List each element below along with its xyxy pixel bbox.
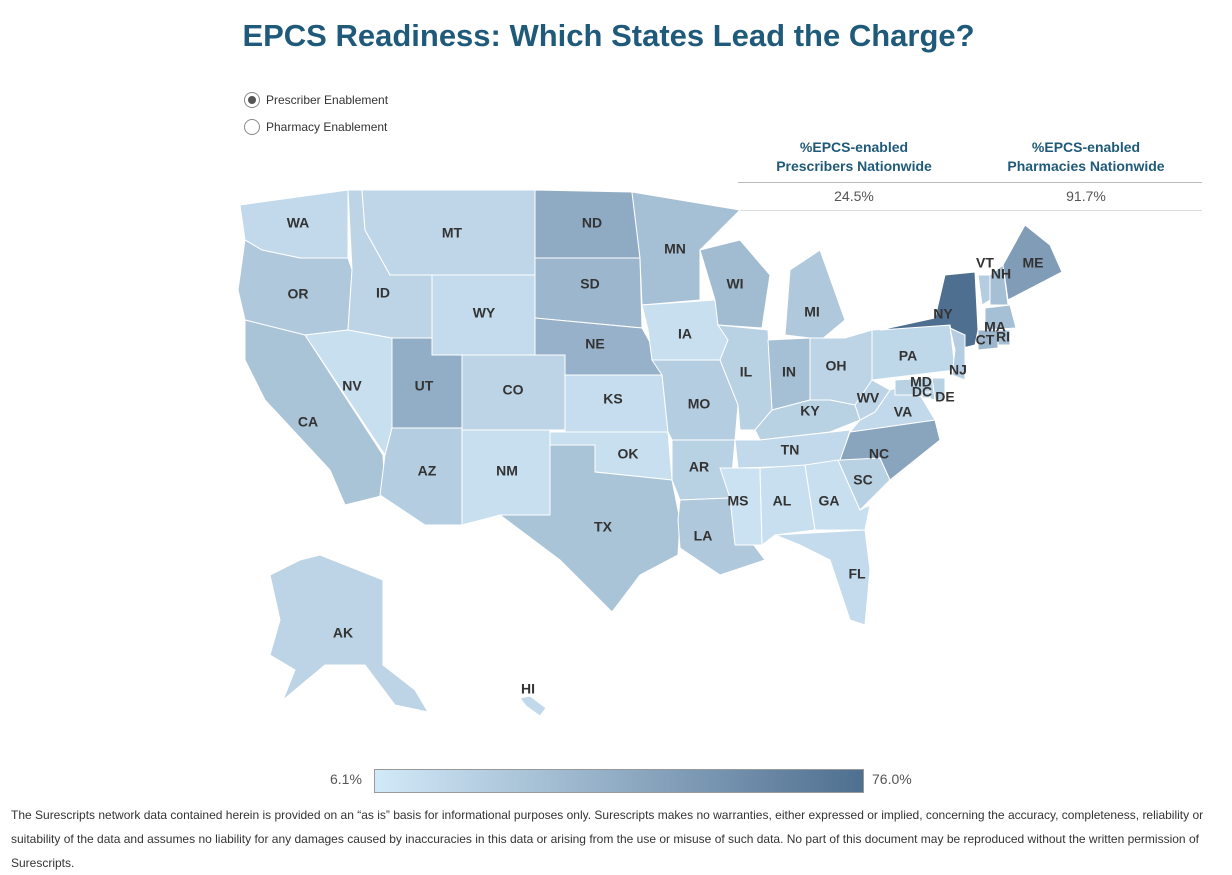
state-label: WA <box>287 215 310 231</box>
state-label: MO <box>688 396 711 412</box>
state-label: NE <box>585 336 604 352</box>
state-label: ID <box>376 285 390 301</box>
radio-option[interactable]: Prescriber Enablement <box>244 92 388 108</box>
state-label: LA <box>694 528 713 544</box>
state-label: VA <box>894 404 912 420</box>
state-label: WI <box>726 276 743 292</box>
state <box>949 327 966 381</box>
state-label: DE <box>935 389 954 405</box>
state-label: CA <box>298 414 318 430</box>
state <box>519 695 547 717</box>
state-label: HI <box>521 681 535 697</box>
state-label: KY <box>800 403 820 419</box>
state-label: NC <box>869 446 889 462</box>
state-label: WV <box>857 390 880 406</box>
state <box>854 379 891 421</box>
state <box>997 329 1011 346</box>
state-label: MS <box>728 493 749 509</box>
state <box>1002 224 1063 301</box>
state-label: CT <box>976 332 995 348</box>
state-label: NJ <box>949 362 967 378</box>
state-label: ND <box>582 215 602 231</box>
state <box>498 444 681 613</box>
state-label: NH <box>991 266 1011 282</box>
state <box>719 467 763 546</box>
summary-value: 24.5% <box>834 188 874 204</box>
radio-option[interactable]: Pharmacy Enablement <box>244 119 387 135</box>
summary-header: %EPCS-enabled Pharmacies Nationwide <box>1007 139 1165 174</box>
state-label: TN <box>781 442 800 458</box>
state-label: UT <box>415 378 434 394</box>
title: EPCS Readiness: Which States Lead the Ch… <box>242 18 975 53</box>
state <box>977 274 991 306</box>
map: WA OR CA NV ID MT WY UT AZ CO NM ND SD NE KS OK TX MN IA MO… <box>237 189 1063 717</box>
state-label: RI <box>996 329 1010 345</box>
state-label: VT <box>976 255 994 271</box>
state-label: MI <box>804 304 820 320</box>
state-label: ME <box>1023 255 1044 271</box>
state-label: MA <box>984 319 1006 335</box>
state <box>984 304 1017 331</box>
legend-max-label: 76.0% <box>872 771 912 787</box>
disclaimer: The Surescripts network data contained h… <box>11 808 1204 870</box>
state-label: PA <box>899 348 917 364</box>
state-label: TX <box>594 519 613 535</box>
state-label: SD <box>580 276 599 292</box>
summary-header-row: %EPCS-enabled Prescribers Nationwide %EP… <box>738 132 1202 183</box>
state-label: AR <box>689 459 709 475</box>
summary-header: %EPCS-enabled Prescribers Nationwide <box>776 139 932 174</box>
radio-label[interactable]: Prescriber Enablement <box>266 93 389 107</box>
state-label: GA <box>819 493 840 509</box>
radio-label[interactable]: Pharmacy Enablement <box>266 120 388 134</box>
state-label: AZ <box>418 463 437 479</box>
state-label: DC <box>912 384 932 400</box>
legend-bar <box>374 769 864 793</box>
state-label: MT <box>442 225 463 241</box>
state-label: IA <box>678 326 692 342</box>
state-label: NM <box>496 463 518 479</box>
radio-button[interactable] <box>244 119 260 135</box>
state-label: OK <box>618 446 639 462</box>
legend-min-label: 6.1% <box>330 771 362 787</box>
state-label: NY <box>933 306 953 322</box>
state <box>774 529 871 626</box>
summary-table: %EPCS-enabled Prescribers Nationwide %EP… <box>738 132 1202 211</box>
state <box>759 464 816 546</box>
summary-value: 91.7% <box>1066 188 1106 204</box>
state-label: IL <box>740 364 753 380</box>
state-label: KS <box>603 391 622 407</box>
state-label: AK <box>333 625 353 641</box>
state-label: MN <box>664 241 686 257</box>
state <box>977 329 999 351</box>
state-label: SC <box>853 472 872 488</box>
state-label: WY <box>473 305 496 321</box>
state-label: AL <box>773 493 792 509</box>
state <box>921 391 931 399</box>
state-label: IN <box>782 364 796 380</box>
state-label: FL <box>848 566 866 582</box>
state <box>244 319 386 506</box>
state-label: NV <box>342 378 362 394</box>
state-label: CO <box>503 382 524 398</box>
state-label: OH <box>826 358 847 374</box>
state <box>699 239 771 329</box>
state-label: MD <box>910 374 932 390</box>
state <box>269 554 430 713</box>
state <box>784 249 846 346</box>
summary-value-row: 24.5% 91.7% <box>738 183 1202 211</box>
state-label: OR <box>288 286 309 302</box>
state <box>534 257 643 329</box>
radio-button[interactable] <box>244 92 260 108</box>
state <box>631 191 742 306</box>
